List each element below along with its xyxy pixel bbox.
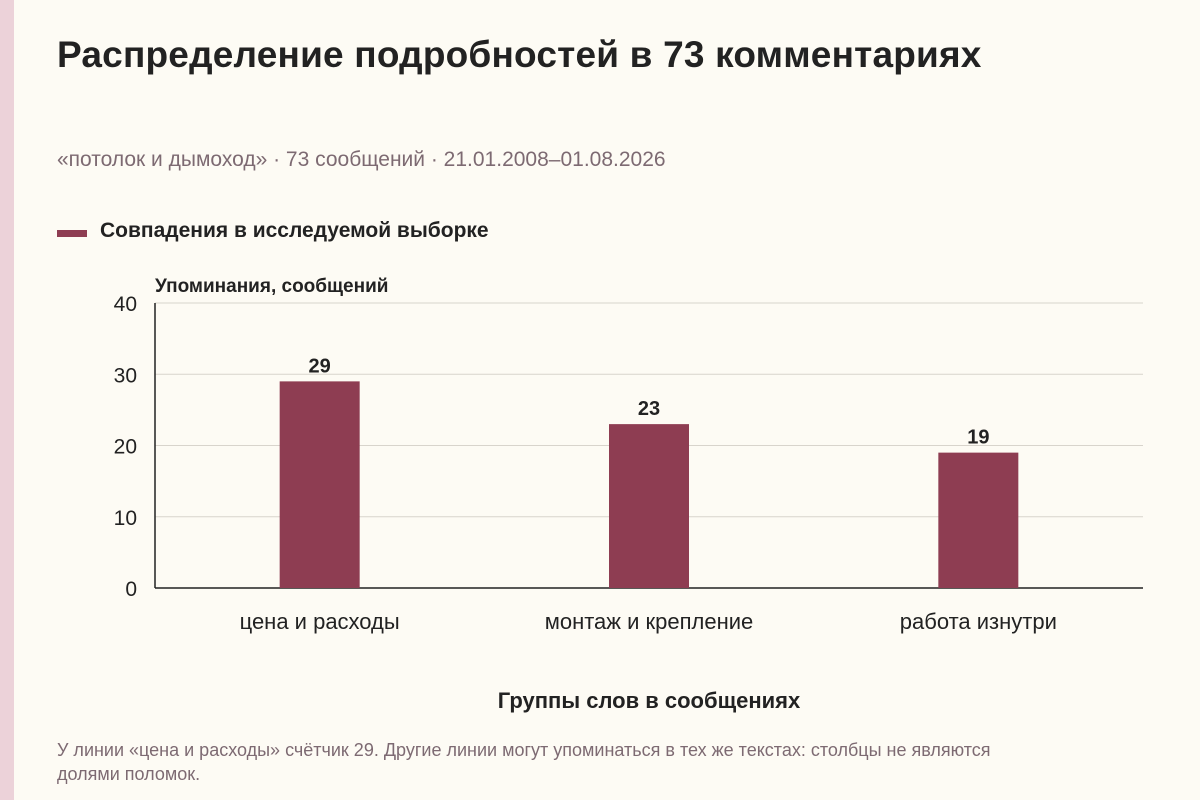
data-label: 19 [967, 427, 989, 449]
bar [609, 424, 689, 588]
y-tick-label: 0 [125, 578, 137, 601]
chart-subtitle: «потолок и дымоход» · 73 сообщений · 21.… [57, 148, 666, 171]
bar [938, 452, 1019, 588]
y-tick-label: 20 [114, 436, 137, 459]
y-tick-label: 10 [114, 507, 137, 530]
footnote: У линии «цена и расходы» счётчик 29. Дру… [57, 740, 991, 784]
legend-swatch [57, 229, 87, 237]
x-tick-label: работа изнутри [900, 609, 1057, 634]
y-axis-label: Упоминания, сообщений [155, 276, 388, 297]
y-tick-label: 40 [114, 293, 137, 316]
x-tick-label: монтаж и крепление [545, 609, 754, 634]
x-tick-label: цена и расходы [240, 609, 400, 634]
data-label: 23 [638, 398, 660, 420]
bar [279, 381, 360, 588]
legend-label: Совпадения в исследуемой выборке [100, 219, 489, 242]
y-tick-label: 30 [114, 364, 137, 387]
chart-title: Распределение подробностей в 73 коммента… [57, 34, 982, 75]
x-axis-label: Группы слов в сообщениях [498, 688, 801, 713]
data-label: 29 [309, 355, 331, 377]
left-edge-stripe [0, 0, 14, 800]
legend: Совпадения в исследуемой выборке [57, 219, 489, 243]
